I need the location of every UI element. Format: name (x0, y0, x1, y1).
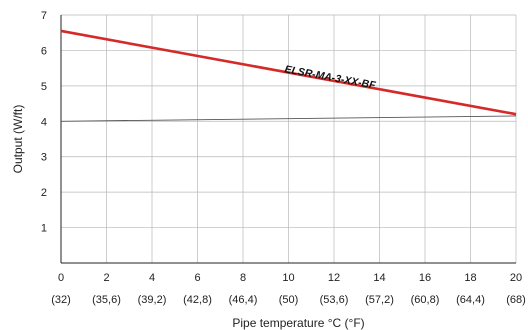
x-tick-label-c: 6 (194, 272, 200, 284)
grid (61, 14, 517, 263)
x-tick-label-f: (53,6) (320, 294, 349, 306)
x-tick-label-c: 18 (464, 272, 476, 284)
x-tick-label-f: (68) (506, 294, 526, 306)
x-tick-label-f: (46,4) (229, 294, 258, 306)
y-tick-label: 1 (41, 223, 47, 235)
x-tick-label-f: (35,6) (92, 294, 121, 306)
y-tick-label: 4 (41, 116, 47, 128)
labels: Pipe temperature °C (°F) Output (W/ft) ELS… (11, 63, 377, 330)
x-tick-label-f: (42,8) (183, 294, 212, 306)
x-tick-label-f: (60,8) (411, 294, 440, 306)
x-tick-label-c: 16 (419, 272, 431, 284)
y-tick-label: 3 (41, 152, 47, 164)
x-tick-label-c: 0 (58, 272, 64, 284)
series-line-primary (60, 29, 517, 116)
x-tick-label-c: 14 (373, 272, 385, 284)
y-axis-title: Output (W/ft) (11, 105, 25, 174)
y-tick-label: 6 (41, 45, 47, 57)
x-tick-label-f: (39,2) (138, 294, 167, 306)
x-tick-label-c: 2 (103, 272, 109, 284)
x-tick-label-c: 12 (328, 272, 340, 284)
series-annotation-label: ELSR-MA-3-XX-BF (284, 63, 377, 91)
x-tick-label-f: (57,2) (365, 294, 394, 306)
axes: 12345670(32)2(35,6)4(39,2)6(42,8)8(46,4)… (41, 10, 526, 306)
x-tick-label-f: (50) (279, 294, 299, 306)
x-tick-label-f: (64,4) (456, 294, 485, 306)
y-tick-label: 5 (41, 81, 47, 93)
x-tick-label-c: 10 (282, 272, 294, 284)
x-tick-label-f: (32) (51, 294, 71, 306)
y-tick-label: 2 (41, 187, 47, 199)
x-tick-label-c: 20 (510, 272, 522, 284)
x-tick-label-c: 8 (240, 272, 246, 284)
series (60, 29, 517, 122)
x-tick-label-c: 4 (149, 272, 155, 284)
series-line-secondary (60, 115, 517, 122)
y-tick-label: 7 (41, 10, 47, 22)
x-axis-title: Pipe temperature °C (°F) (232, 316, 364, 330)
